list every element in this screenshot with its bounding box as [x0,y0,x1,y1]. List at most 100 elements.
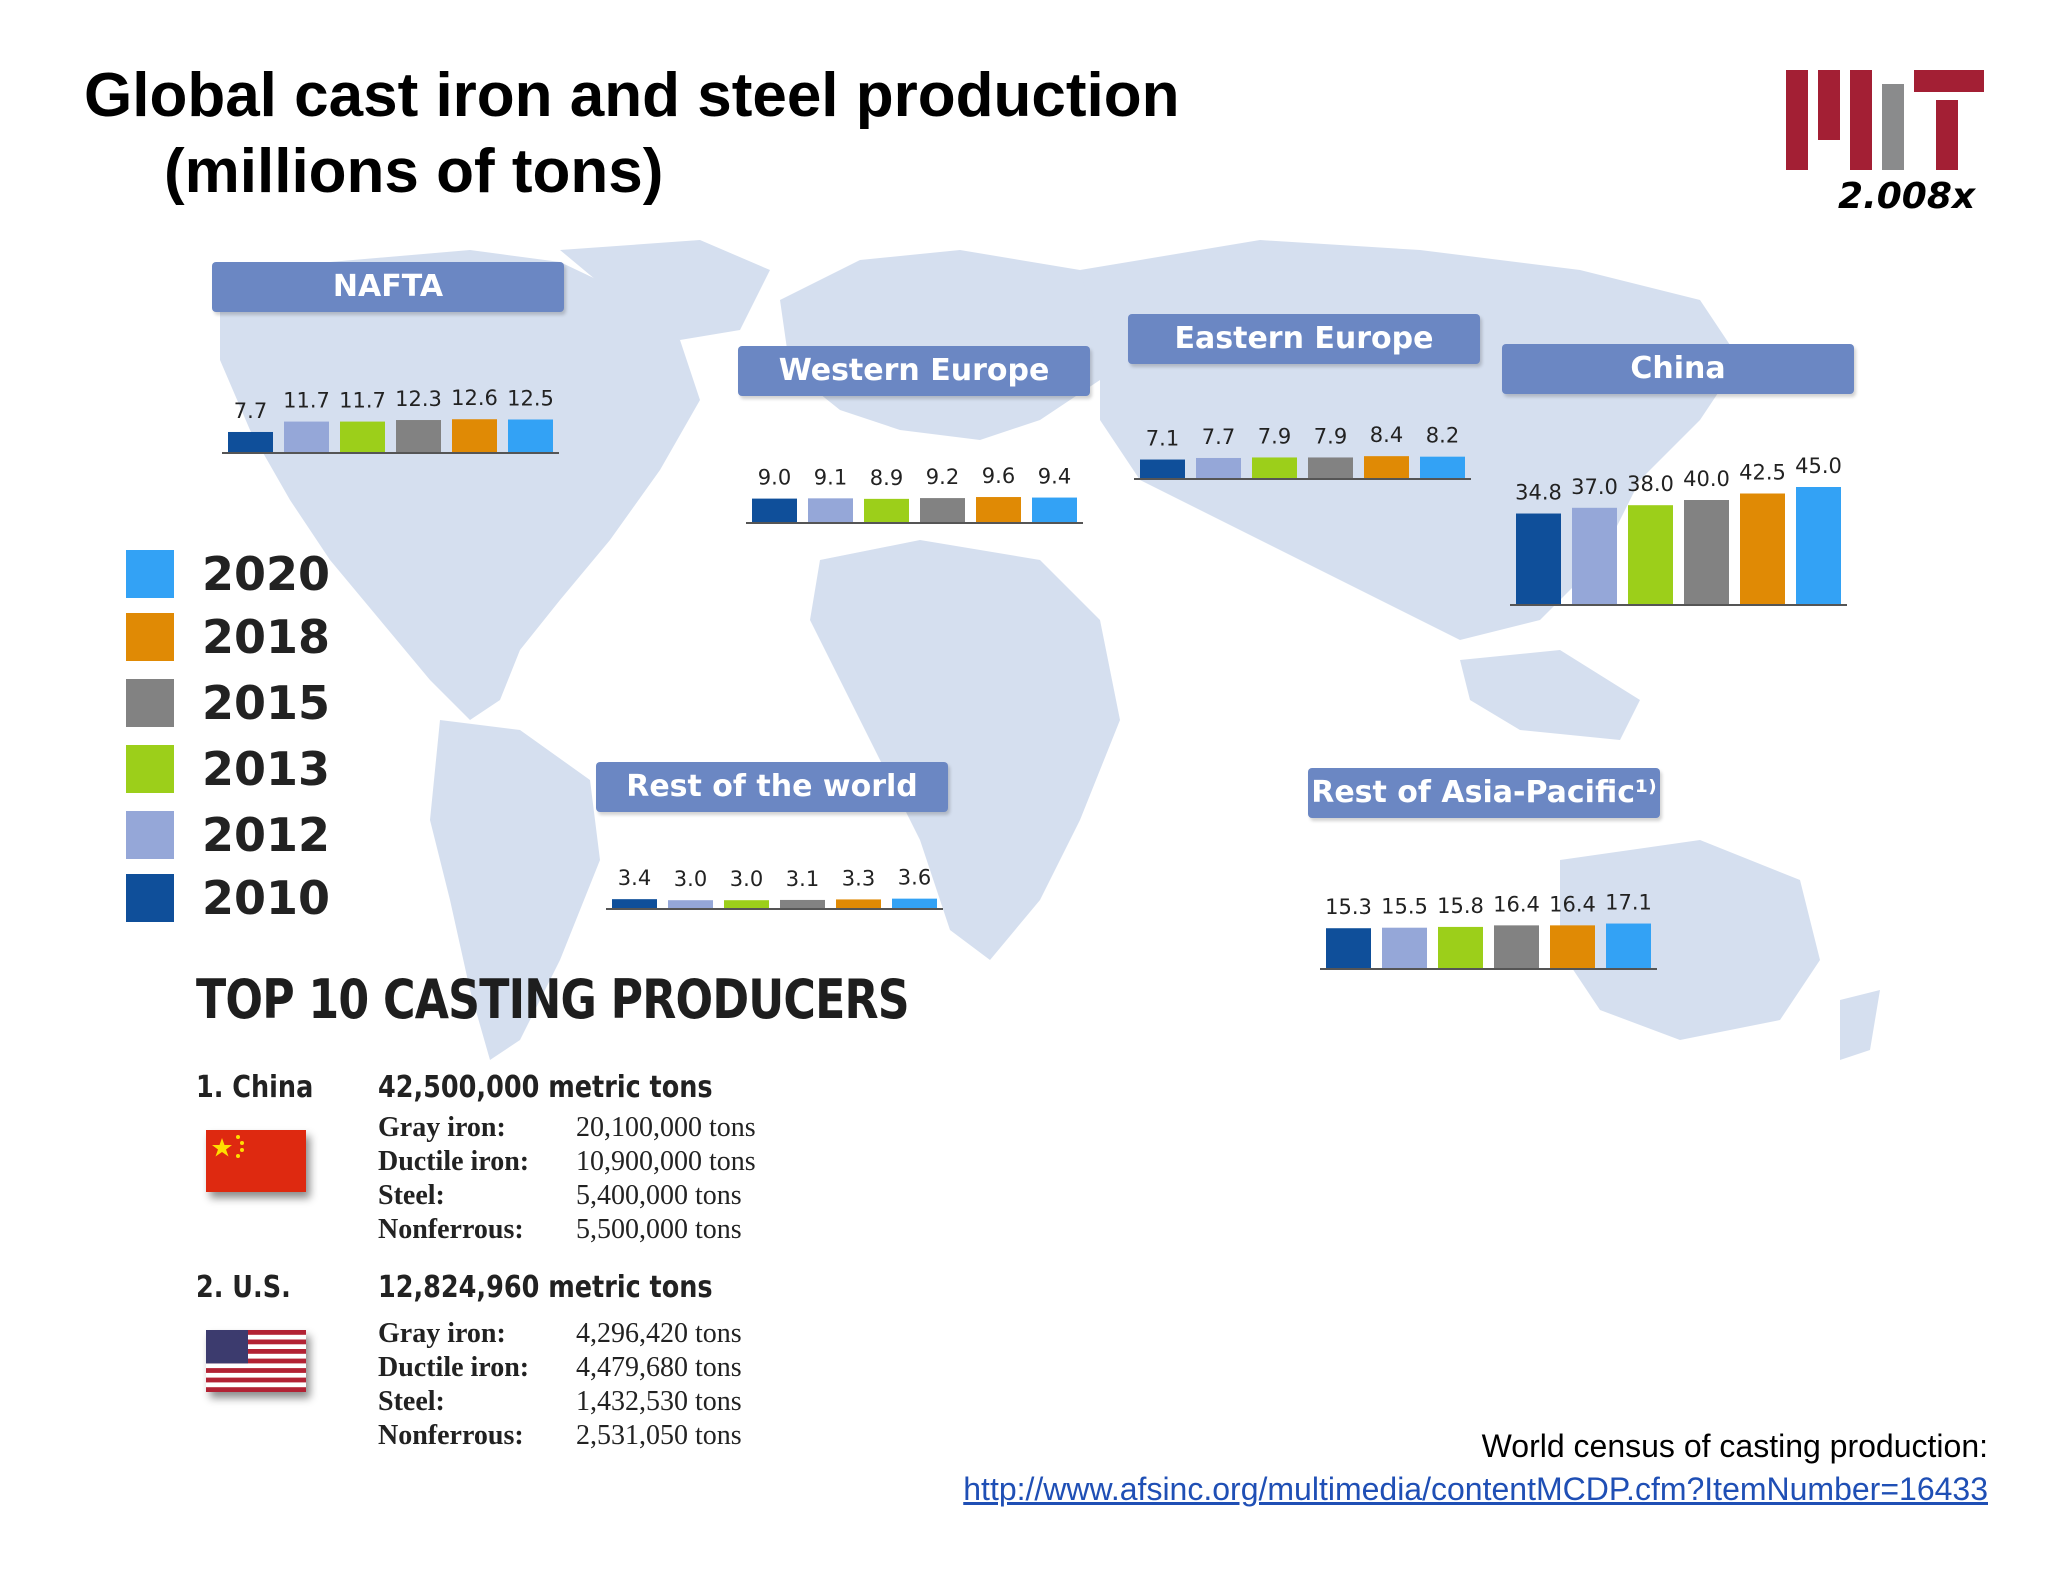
data-label-eastern-europe-2012: 7.7 [1202,425,1235,449]
data-label-rest-of-asia-pacific-2013: 15.8 [1437,894,1484,918]
bar-eastern-europe-2018 [1364,456,1409,478]
row-value: 5,500,000 tons [576,1214,742,1245]
bar-rest-of-asia-pacific-2018 [1550,925,1595,968]
row-value: 2,531,050 tons [576,1420,742,1451]
legend-swatch [126,874,174,922]
row-value: 20,100,000 tons [576,1112,756,1143]
legend-label: 2018 [202,610,331,664]
data-label-china-2018: 42.5 [1739,461,1786,485]
row-value: 10,900,000 tons [576,1146,756,1177]
data-label-rest-of-asia-pacific-2020: 17.1 [1605,891,1652,915]
bar-rest-of-world-2018 [836,899,881,908]
bar-china-2013 [1628,505,1673,604]
row-key: Ductile iron: [378,1352,530,1383]
bar-western-europe-2012 [808,498,853,522]
bar-eastern-europe-2010 [1140,459,1185,478]
data-label-nafta-2020: 12.5 [507,387,554,411]
bar-rest-of-asia-pacific-2020 [1606,923,1651,968]
bar-western-europe-2015 [920,498,965,522]
region-label-western-europe: Western Europe [738,346,1090,396]
data-label-rest-of-asia-pacific-2015: 16.4 [1493,892,1540,916]
data-label-rest-of-world-2018: 3.3 [842,866,875,890]
legend-item-2012: 2012 [124,809,384,861]
mit-logo [1786,70,1984,170]
legend-item-2015: 2015 [124,677,384,729]
data-label-western-europe-2012: 9.1 [814,465,847,489]
data-label-rest-of-world-2010: 3.4 [618,866,651,890]
region-label-rest-of-world: Rest of the world [596,762,948,812]
bar-china-2012 [1572,507,1617,604]
data-label-rest-of-world-2013: 3.0 [730,867,763,891]
us-flag-icon [206,1330,306,1392]
row-value: 5,400,000 tons [576,1180,742,1211]
logo-bar-4 [1882,84,1904,170]
logo-bar-1 [1786,70,1808,170]
map-australia [1560,840,1820,1040]
bar-rest-of-asia-pacific-2015 [1494,925,1539,968]
bar-china-2020 [1796,487,1841,604]
row-key: Nonferrous: [378,1420,524,1451]
data-label-eastern-europe-2020: 8.2 [1426,424,1459,448]
title-line-2: (millions of tons) [164,137,664,206]
legend-item-2013: 2013 [124,743,384,795]
bar-nafta-2012 [284,421,329,452]
data-label-western-europe-2010: 9.0 [758,466,791,490]
logo-bar-2 [1818,70,1840,140]
row-value: 4,296,420 tons [576,1318,742,1349]
bar-china-2018 [1740,493,1785,604]
bar-nafta-2013 [340,421,385,452]
data-label-nafta-2015: 12.3 [395,387,442,411]
bar-china-2015 [1684,500,1729,604]
producer-total-us: 12,824,960 metric tons [378,1270,713,1305]
data-label-china-2010: 34.8 [1515,481,1562,505]
map-south-america [430,720,600,1060]
map-new-zealand [1840,990,1880,1060]
bar-china-2010 [1516,513,1561,604]
course-number: 2.008x [1838,176,1976,217]
row-value: 4,479,680 tons [576,1352,742,1383]
data-label-nafta-2010: 7.7 [234,399,267,423]
data-label-western-europe-2015: 9.2 [926,465,959,489]
legend-item-2020: 2020 [124,548,384,600]
data-label-rest-of-world-2020: 3.6 [898,866,931,890]
legend-swatch [126,811,174,859]
map-se-asia [1460,650,1640,740]
data-label-western-europe-2013: 8.9 [870,466,903,490]
bar-western-europe-2018 [976,497,1021,522]
bar-eastern-europe-2020 [1420,456,1465,478]
data-label-eastern-europe-2015: 7.9 [1314,424,1347,448]
map-greenland [560,240,770,340]
logo-bar-6 [1936,100,1958,170]
row-key: Ductile iron: [378,1146,530,1177]
data-label-western-europe-2020: 9.4 [1038,465,1071,489]
bar-rest-of-world-2015 [780,899,825,908]
data-label-nafta-2013: 11.7 [339,389,386,413]
bar-eastern-europe-2013 [1252,457,1297,478]
row-key: Steel: [378,1180,445,1211]
bar-eastern-europe-2012 [1196,457,1241,478]
source-citation: World census of casting production: http… [963,1428,1988,1508]
source-text: World census of casting production: [1481,1428,1988,1464]
producer-rank-us: 2. U.S. [196,1270,291,1305]
bar-nafta-2010 [228,431,273,452]
bar-nafta-2015 [396,420,441,452]
data-label-nafta-2018: 12.6 [451,386,498,410]
legend-label: 2013 [202,742,331,796]
bar-western-europe-2013 [864,498,909,522]
row-key: Steel: [378,1386,445,1417]
data-label-eastern-europe-2018: 8.4 [1370,423,1403,447]
logo-bar-3 [1850,70,1872,170]
data-label-rest-of-world-2012: 3.0 [674,867,707,891]
region-label-eastern-europe: Eastern Europe [1128,314,1480,364]
source-link[interactable]: http://www.afsinc.org/multimedia/content… [963,1471,1988,1507]
data-label-western-europe-2018: 9.6 [982,464,1015,488]
legend-item-2018: 2018 [124,611,384,663]
region-label-rest-of-asia-pacific: Rest of Asia-Pacific¹⁾ [1308,768,1660,818]
bar-rest-of-asia-pacific-2012 [1382,927,1427,968]
legend-label: 2015 [202,676,331,730]
data-label-rest-of-world-2015: 3.1 [786,867,819,891]
data-label-nafta-2012: 11.7 [283,389,330,413]
data-label-china-2020: 45.0 [1795,454,1842,478]
bar-nafta-2020 [508,419,553,452]
